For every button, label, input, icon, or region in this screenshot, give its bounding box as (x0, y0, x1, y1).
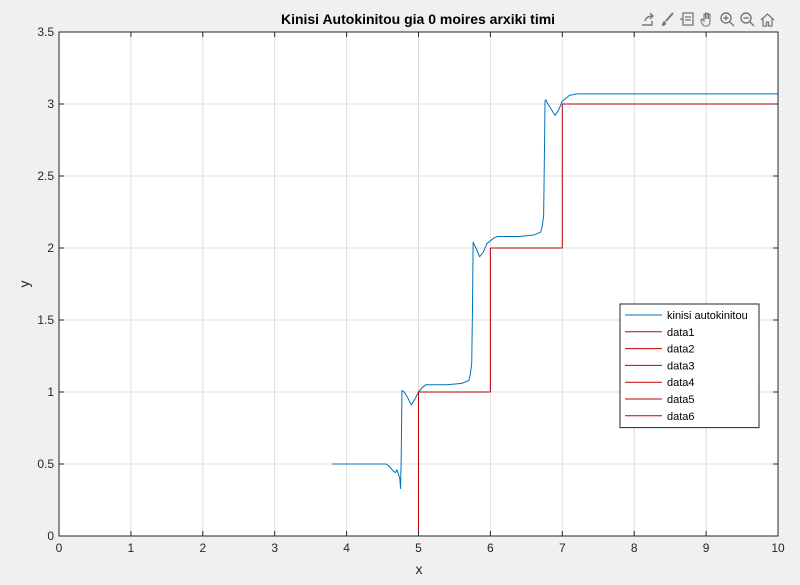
x-tick-label: 8 (631, 541, 638, 555)
legend-label: data1 (667, 327, 695, 339)
legend-label: data6 (667, 411, 695, 423)
y-tick-label: 2.5 (37, 169, 54, 183)
y-tick-label: 0 (47, 529, 54, 543)
legend-label: data4 (667, 377, 695, 389)
chart-title: Kinisi Autokinitou gia 0 moires arxiki t… (281, 11, 555, 27)
legend-label: data2 (667, 344, 695, 356)
x-tick-label: 2 (199, 541, 206, 555)
y-tick-label: 0.5 (37, 457, 54, 471)
series-line-kinisi-autokinitou (332, 93, 778, 489)
brush-icon (662, 11, 674, 26)
plot-lines (332, 93, 778, 536)
datatip-button[interactable] (678, 8, 697, 30)
x-tick-label: 3 (271, 541, 278, 555)
export-button[interactable] (638, 8, 657, 30)
brush-button[interactable] (658, 8, 677, 30)
zoom-out-icon (740, 11, 755, 26)
grid (59, 32, 778, 536)
zoom-in-icon (720, 11, 735, 26)
x-tick-label: 9 (703, 541, 710, 555)
ticks: 0 1 2 3 4 5 6 7 8 9 10 0 0.5 1 1.5 2 2.5 3 3.5 (37, 25, 785, 555)
x-tick-label: 10 (771, 541, 785, 555)
pan-hand-icon (700, 11, 711, 27)
zoom-in-button[interactable] (718, 8, 737, 30)
x-tick-label: 7 (559, 541, 566, 555)
home-button[interactable] (758, 8, 777, 30)
x-axis-label: x (416, 561, 423, 577)
legend-label: data3 (667, 360, 695, 372)
home-icon (760, 12, 775, 27)
y-tick-label: 3.5 (37, 25, 54, 39)
legend-label: data5 (667, 394, 695, 406)
x-tick-label: 5 (415, 541, 422, 555)
zoom-out-button[interactable] (738, 8, 757, 30)
datatip-icon (680, 11, 694, 26)
y-tick-label: 2 (47, 241, 54, 255)
export-arrow-icon (642, 12, 654, 26)
y-tick-label: 1.5 (37, 313, 54, 327)
x-tick-label: 4 (343, 541, 350, 555)
figure-toolbar (638, 8, 777, 30)
x-tick-label: 6 (487, 541, 494, 555)
y-tick-label: 3 (47, 97, 54, 111)
x-tick-label: 0 (56, 541, 63, 555)
legend-label: kinisi autokinitou (667, 310, 748, 322)
pan-button[interactable] (698, 8, 717, 30)
x-tick-label: 1 (128, 541, 135, 555)
legend[interactable]: kinisi autokinitou data1 data2 data3 data4 da… (619, 303, 760, 429)
y-tick-label: 1 (47, 385, 54, 399)
y-axis-label: y (16, 281, 32, 288)
